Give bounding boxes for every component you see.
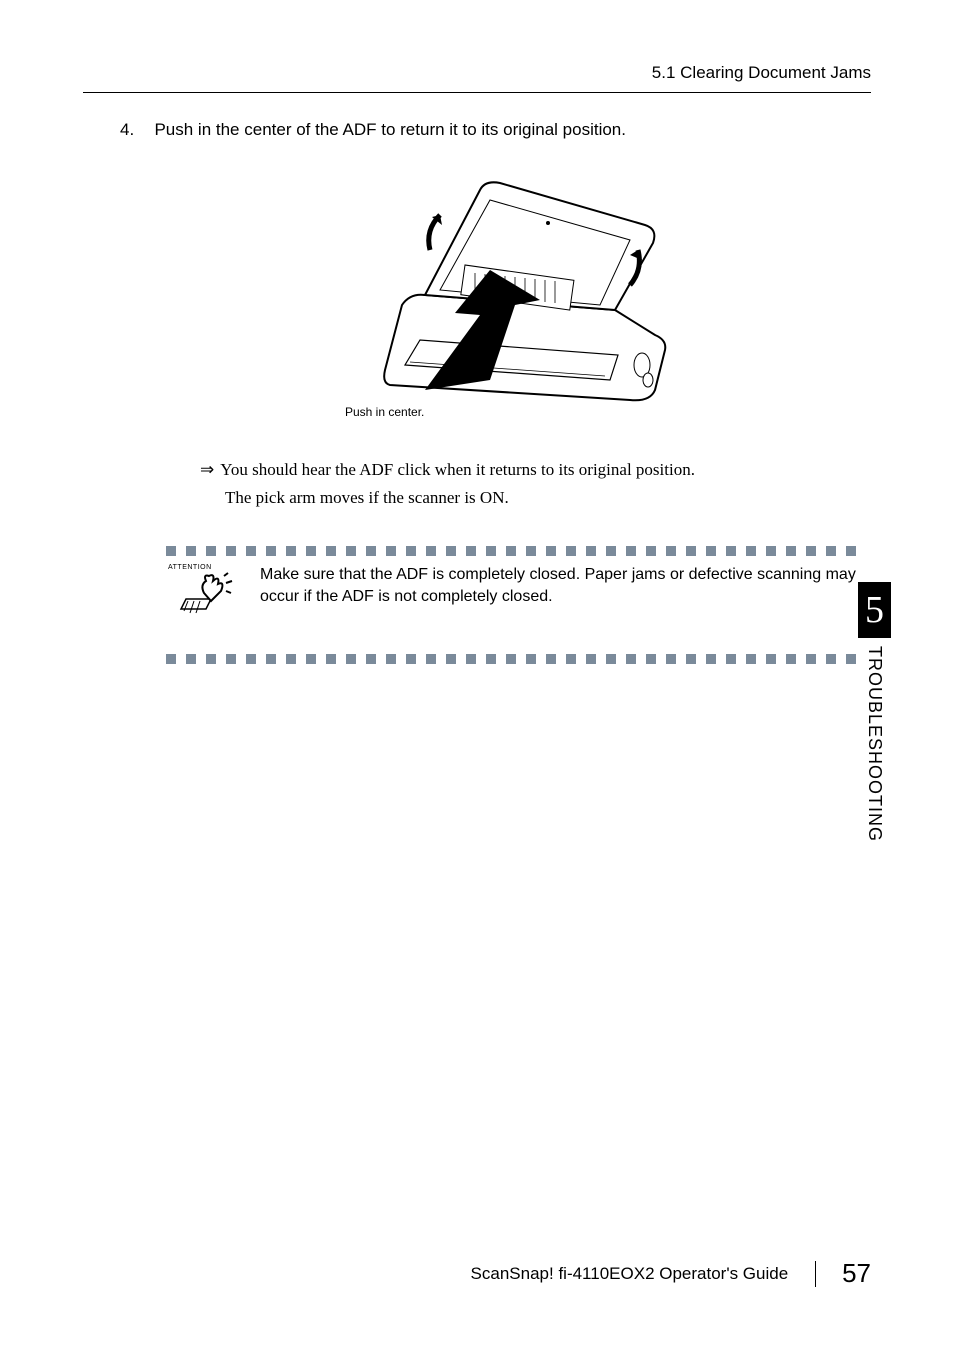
divider-square-icon — [326, 546, 336, 556]
divider-square-icon — [606, 654, 616, 664]
divider-square-icon — [586, 654, 596, 664]
page-footer: ScanSnap! fi-4110EOX2 Operator's Guide 5… — [471, 1258, 871, 1289]
result-line-1: ⇒ You should hear the ADF click when it r… — [200, 460, 854, 480]
divider-square-icon — [546, 654, 556, 664]
divider-square-icon — [246, 546, 256, 556]
divider-square-icon — [226, 546, 236, 556]
divider-square-icon — [466, 546, 476, 556]
divider-square-icon — [526, 654, 536, 664]
header-rule — [83, 92, 871, 93]
divider-square-icon — [386, 546, 396, 556]
divider-square-icon — [706, 546, 716, 556]
divider-square-icon — [746, 654, 756, 664]
attention-block: ATTENTION Make sure that the ADF is comp… — [166, 564, 869, 624]
divider-square-icon — [486, 546, 496, 556]
divider-square-icon — [266, 546, 276, 556]
divider-squares-top — [166, 542, 871, 556]
divider-square-icon — [546, 546, 556, 556]
divider-square-icon — [166, 654, 176, 664]
divider-square-icon — [586, 546, 596, 556]
divider-square-icon — [686, 546, 696, 556]
divider-square-icon — [486, 654, 496, 664]
footer-page-number: 57 — [842, 1258, 871, 1289]
divider-squares-bottom — [166, 650, 871, 664]
attention-label: ATTENTION — [168, 564, 246, 571]
divider-square-icon — [366, 546, 376, 556]
footer-separator — [815, 1261, 816, 1287]
divider-square-icon — [346, 546, 356, 556]
scanner-figure — [330, 155, 690, 445]
divider-square-icon — [786, 654, 796, 664]
step-text: Push in the center of the ADF to return … — [154, 120, 626, 139]
attention-icon: ATTENTION — [166, 564, 246, 624]
divider-square-icon — [806, 654, 816, 664]
divider-square-icon — [506, 546, 516, 556]
divider-square-icon — [446, 654, 456, 664]
divider-square-icon — [386, 654, 396, 664]
divider-square-icon — [686, 654, 696, 664]
divider-square-icon — [366, 654, 376, 664]
divider-square-icon — [766, 546, 776, 556]
divider-square-icon — [746, 546, 756, 556]
attention-text: Make sure that the ADF is completely clo… — [246, 564, 869, 607]
divider-square-icon — [406, 654, 416, 664]
divider-square-icon — [646, 654, 656, 664]
divider-square-icon — [326, 654, 336, 664]
figure-caption: Push in center. — [345, 405, 424, 419]
result-text-1: You should hear the ADF click when it re… — [220, 460, 695, 479]
divider-square-icon — [286, 654, 296, 664]
divider-square-icon — [186, 654, 196, 664]
section-header: 5.1 Clearing Document Jams — [652, 63, 871, 83]
divider-square-icon — [806, 546, 816, 556]
divider-square-icon — [566, 654, 576, 664]
divider-square-icon — [646, 546, 656, 556]
divider-square-icon — [426, 654, 436, 664]
divider-square-icon — [846, 546, 856, 556]
divider-square-icon — [726, 654, 736, 664]
footer-doc-title: ScanSnap! fi-4110EOX2 Operator's Guide — [471, 1264, 789, 1284]
divider-square-icon — [306, 546, 316, 556]
divider-square-icon — [786, 546, 796, 556]
divider-square-icon — [186, 546, 196, 556]
divider-square-icon — [826, 546, 836, 556]
arrow-icon: ⇒ — [200, 460, 214, 479]
result-line-2: The pick arm moves if the scanner is ON. — [225, 488, 854, 508]
divider-square-icon — [346, 654, 356, 664]
divider-square-icon — [306, 654, 316, 664]
divider-square-icon — [446, 546, 456, 556]
divider-square-icon — [846, 654, 856, 664]
divider-square-icon — [226, 654, 236, 664]
divider-square-icon — [526, 546, 536, 556]
divider-square-icon — [406, 546, 416, 556]
divider-square-icon — [626, 654, 636, 664]
chapter-side-tab: 5 TROUBLESHOOTING — [858, 582, 891, 922]
divider-square-icon — [706, 654, 716, 664]
divider-square-icon — [426, 546, 436, 556]
divider-square-icon — [666, 546, 676, 556]
chapter-number: 5 — [858, 582, 891, 638]
divider-square-icon — [266, 654, 276, 664]
divider-square-icon — [466, 654, 476, 664]
chapter-title: TROUBLESHOOTING — [864, 646, 885, 842]
divider-square-icon — [826, 654, 836, 664]
divider-square-icon — [206, 546, 216, 556]
step-number: 4. — [120, 120, 150, 140]
divider-square-icon — [766, 654, 776, 664]
page-root: 5.1 Clearing Document Jams 4. Push in th… — [0, 0, 954, 1351]
divider-square-icon — [666, 654, 676, 664]
divider-square-icon — [726, 546, 736, 556]
divider-square-icon — [506, 654, 516, 664]
divider-square-icon — [606, 546, 616, 556]
divider-square-icon — [206, 654, 216, 664]
divider-square-icon — [566, 546, 576, 556]
divider-square-icon — [626, 546, 636, 556]
divider-square-icon — [166, 546, 176, 556]
divider-square-icon — [246, 654, 256, 664]
step-4: 4. Push in the center of the ADF to retu… — [120, 120, 871, 140]
divider-square-icon — [286, 546, 296, 556]
